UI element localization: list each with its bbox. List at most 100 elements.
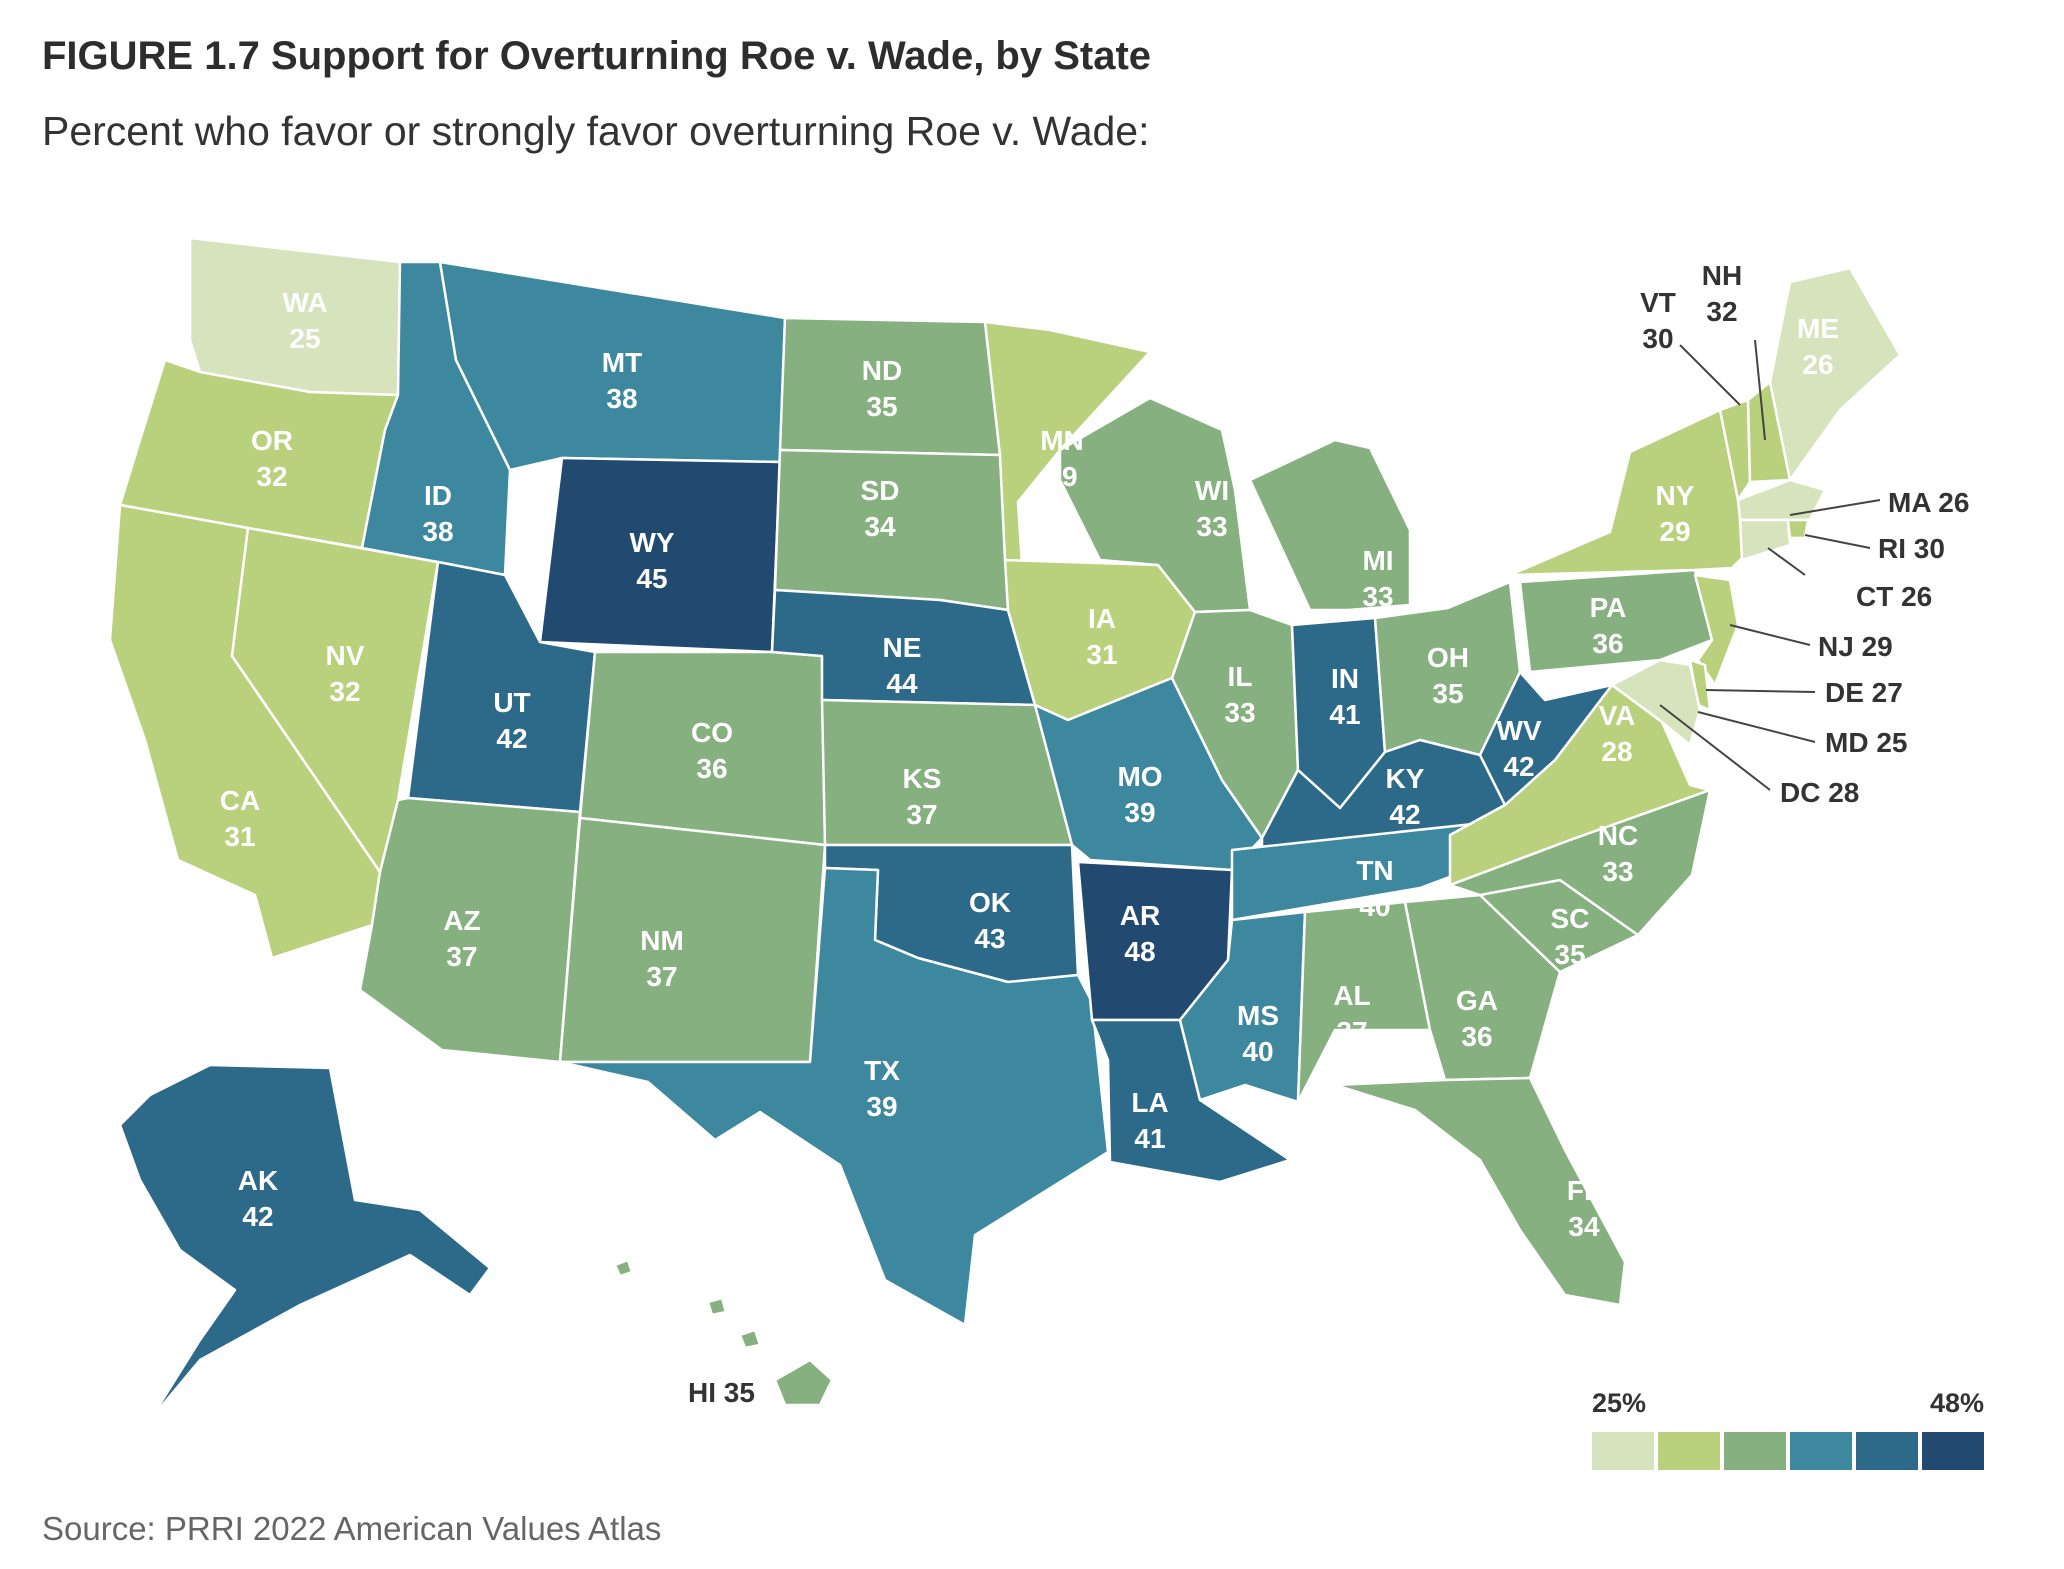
leader-line-vt — [1679, 344, 1741, 406]
state-abbr-il: IL — [1228, 661, 1253, 692]
state-label-dc: DC 28 — [1780, 777, 1859, 808]
state-abbr-ga: GA — [1456, 985, 1498, 1016]
state-value-ak: 42 — [242, 1201, 273, 1232]
state-value-az: 37 — [446, 941, 477, 972]
state-ct — [1738, 518, 1792, 562]
state-co — [578, 650, 827, 847]
state-abbr-id: ID — [424, 480, 452, 511]
state-ma — [1736, 478, 1827, 522]
state-value-fl: 34 — [1568, 1211, 1600, 1242]
state-abbr-wa: WA — [282, 287, 327, 318]
state-ny — [1508, 408, 1762, 577]
state-abbr-nh: NH — [1702, 260, 1742, 291]
state-fl — [1333, 1076, 1627, 1307]
state-abbr-pa: PA — [1590, 592, 1627, 623]
state-abbr-la: LA — [1131, 1087, 1168, 1118]
state-tx — [558, 866, 1110, 1327]
state-abbr-ca: CA — [220, 785, 260, 816]
state-value-wv: 42 — [1503, 751, 1534, 782]
state-nm — [558, 816, 827, 1064]
state-value-oh: 35 — [1432, 678, 1463, 709]
state-me — [1768, 266, 1902, 482]
state-value-mo: 39 — [1124, 797, 1155, 828]
state-nd — [778, 316, 1002, 457]
state-al — [1296, 900, 1432, 1104]
state-abbr-wi: WI — [1195, 475, 1229, 506]
leader-line-ct — [1767, 547, 1806, 576]
state-abbr-ar: AR — [1120, 900, 1160, 931]
state-value-id: 38 — [422, 516, 453, 547]
leader-line-md — [1697, 711, 1816, 743]
state-abbr-wv: WV — [1496, 715, 1541, 746]
state-value-ok: 43 — [974, 923, 1005, 954]
state-value-pa: 36 — [1592, 628, 1623, 659]
state-value-ar: 48 — [1124, 936, 1155, 967]
state-mi — [1248, 438, 1412, 612]
state-mn — [983, 320, 1152, 567]
state-value-mt: 38 — [606, 383, 637, 414]
state-value-il: 33 — [1224, 697, 1255, 728]
state-value-al: 37 — [1336, 1016, 1367, 1047]
state-abbr-mo: MO — [1117, 761, 1162, 792]
state-nj — [1693, 573, 1740, 687]
state-label-ri: RI 30 — [1878, 533, 1945, 564]
state-label-hi: HI 35 — [688, 1377, 755, 1408]
state-value-ia: 31 — [1086, 639, 1117, 670]
legend-swatch-5 — [1856, 1432, 1918, 1470]
state-abbr-or: OR — [251, 425, 293, 456]
state-value-ms: 40 — [1242, 1036, 1273, 1067]
state-abbr-va: VA — [1599, 700, 1636, 731]
state-abbr-ne: NE — [883, 632, 922, 663]
state-abbr-nd: ND — [862, 355, 902, 386]
source-note: Source: PRRI 2022 American Values Atlas — [42, 1510, 662, 1547]
state-value-nh: 32 — [1706, 296, 1737, 327]
state-abbr-tx: TX — [864, 1055, 900, 1086]
legend-swatch-3 — [1724, 1432, 1786, 1470]
state-ks — [820, 698, 1074, 847]
state-label-ct: CT 26 — [1856, 581, 1932, 612]
state-abbr-sc: SC — [1551, 903, 1590, 934]
state-value-nm: 37 — [646, 961, 677, 992]
state-abbr-vt: VT — [1640, 287, 1676, 318]
state-value-ks: 37 — [906, 799, 937, 830]
leader-line-nj — [1729, 624, 1811, 646]
legend-max-label: 48% — [1930, 1388, 1985, 1418]
state-value-nc: 33 — [1602, 856, 1633, 887]
state-value-or: 32 — [256, 461, 287, 492]
state-abbr-in: IN — [1331, 663, 1359, 694]
state-md — [1610, 658, 1702, 747]
state-value-sd: 34 — [864, 511, 896, 542]
state-abbr-mt: MT — [602, 347, 642, 378]
state-value-wy: 45 — [636, 563, 667, 594]
state-value-me: 26 — [1802, 349, 1833, 380]
state-abbr-ut: UT — [493, 687, 530, 718]
state-value-ne: 44 — [886, 668, 918, 699]
state-value-vt: 30 — [1642, 323, 1673, 354]
leader-line-de — [1705, 689, 1816, 693]
state-abbr-az: AZ — [443, 905, 480, 936]
state-abbr-ky: KY — [1386, 763, 1425, 794]
state-abbr-nm: NM — [640, 925, 684, 956]
state-abbr-ia: IA — [1088, 603, 1116, 634]
legend-swatch-2 — [1658, 1432, 1720, 1470]
figure-subtitle: Percent who favor or strongly favor over… — [42, 108, 1150, 154]
state-label-de: DE 27 — [1825, 677, 1903, 708]
state-value-la: 41 — [1134, 1123, 1165, 1154]
state-value-in: 41 — [1329, 699, 1360, 730]
state-abbr-ms: MS — [1237, 1000, 1279, 1031]
leader-line-dc — [1659, 704, 1771, 791]
state-hi — [613, 1258, 834, 1407]
state-abbr-fl: FL — [1567, 1175, 1601, 1206]
legend-swatch-1 — [1592, 1432, 1654, 1470]
state-abbr-nc: NC — [1598, 820, 1638, 851]
leader-line-nh — [1754, 339, 1766, 441]
state-value-mn: 29 — [1046, 461, 1077, 492]
state-abbr-tn: TN — [1356, 855, 1393, 886]
leader-line-ri — [1804, 534, 1871, 549]
state-value-ny: 29 — [1659, 516, 1690, 547]
state-abbr-ok: OK — [969, 887, 1011, 918]
state-abbr-oh: OH — [1427, 642, 1469, 673]
state-label-ma: MA 26 — [1888, 487, 1969, 518]
state-abbr-me: ME — [1797, 313, 1839, 344]
